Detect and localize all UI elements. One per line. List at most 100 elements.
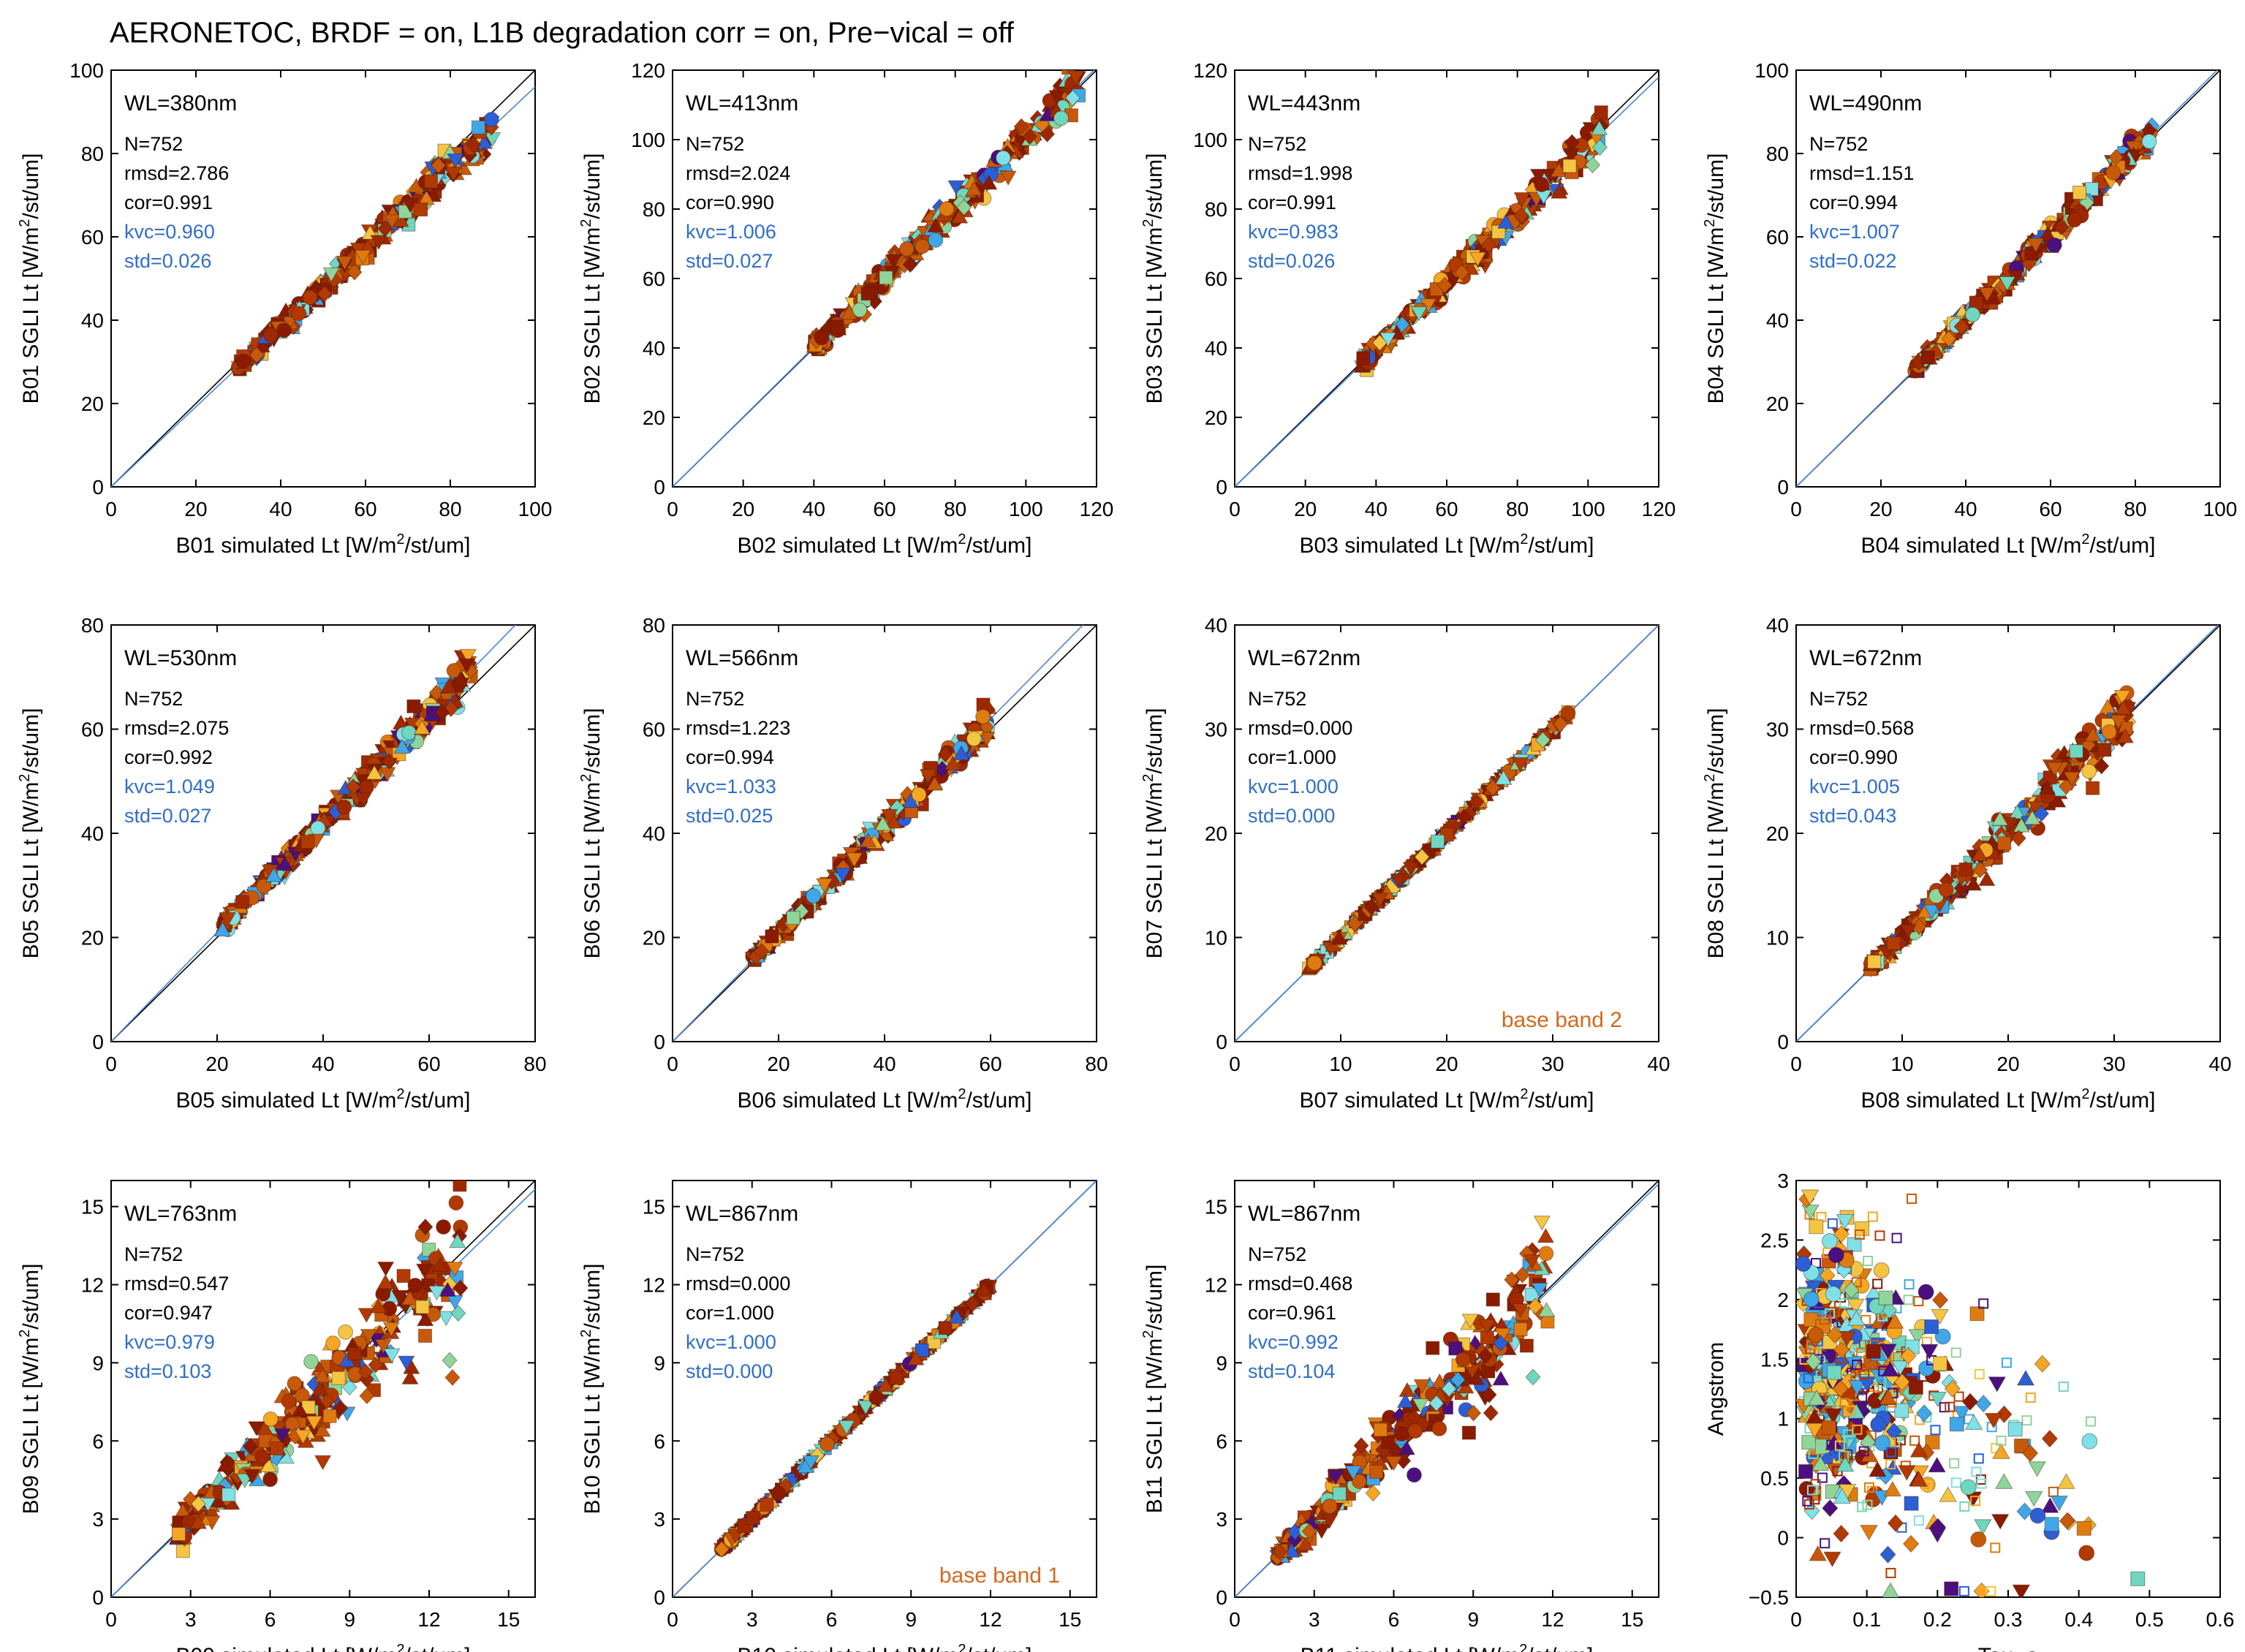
x-tick-label: 12 xyxy=(417,1608,440,1631)
data-point xyxy=(1958,862,1973,876)
data-point xyxy=(2023,809,2041,825)
x-tick-label: 0.1 xyxy=(1852,1608,1881,1631)
data-point xyxy=(401,1290,419,1306)
data-point xyxy=(2021,1444,2039,1463)
data-point xyxy=(964,1295,980,1313)
data-point xyxy=(2116,728,2134,743)
data-point xyxy=(444,1368,461,1386)
stat-kvc: kvc=1.005 xyxy=(1809,776,1900,797)
y-tick-label: 3 xyxy=(1216,1508,1227,1531)
data-point xyxy=(806,888,822,904)
data-point xyxy=(1887,1514,1904,1532)
wavelength-label: WL=867nm xyxy=(686,1202,798,1226)
data-point xyxy=(1909,1471,1928,1487)
data-point xyxy=(172,1527,186,1542)
stat-n: N=752 xyxy=(686,1243,744,1265)
data-point xyxy=(1481,1386,1497,1403)
x-tick-label: 40 xyxy=(1647,1053,1670,1075)
data-point xyxy=(1909,1441,1928,1458)
data-point xyxy=(262,1412,279,1427)
data-point xyxy=(1560,705,1576,721)
x-axis-label: B02 simulated Lt [W/m2/st/um] xyxy=(738,531,1032,558)
data-point xyxy=(1833,1524,1850,1543)
y-tick-label: 120 xyxy=(1193,59,1227,82)
plot-area xyxy=(111,70,535,487)
data-point xyxy=(2008,804,2026,819)
data-point xyxy=(453,1181,467,1192)
data-point xyxy=(325,1335,341,1351)
data-point xyxy=(1272,1543,1288,1561)
panel-b09: 0 3 6 9 12 15 0 3 6 9 12 15 B09 simulated Lt [W/m2/s… xyxy=(17,1180,536,1652)
x-axis-label: Tau−a xyxy=(1978,1644,2039,1652)
data-point xyxy=(2079,194,2095,211)
data-point xyxy=(1999,276,2016,292)
y-tick-label: 0 xyxy=(1777,476,1789,499)
data-point xyxy=(1833,1341,1850,1359)
data-point xyxy=(1531,1282,1548,1298)
data-point xyxy=(310,820,326,836)
data-point xyxy=(382,1322,400,1338)
panel-b10: 0 3 6 9 12 15 0 3 6 9 12 15 B10 simulated Lt [W/m2/s… xyxy=(578,1180,1097,1652)
data-point xyxy=(1513,1322,1528,1336)
data-point xyxy=(1332,1486,1347,1501)
data-point xyxy=(437,1311,455,1327)
data-point xyxy=(1885,1459,1896,1470)
data-point xyxy=(1878,1365,1889,1376)
data-point xyxy=(1974,1368,1985,1379)
data-point xyxy=(1806,1485,1817,1496)
data-point xyxy=(2078,1545,2095,1561)
data-point xyxy=(2057,1473,2075,1489)
plot-area xyxy=(111,1181,535,1597)
data-point xyxy=(1381,1435,1396,1450)
x-tick-label: 15 xyxy=(497,1608,520,1631)
data-point xyxy=(1961,1393,1979,1411)
plot-area xyxy=(1235,1181,1659,1597)
stat-cor: cor=0.992 xyxy=(124,746,213,768)
stat-kvc: kvc=0.992 xyxy=(1248,1331,1339,1353)
data-point xyxy=(1807,1327,1824,1343)
data-point xyxy=(1594,105,1608,120)
stat-std: std=0.027 xyxy=(686,250,773,272)
data-point xyxy=(1847,1310,1866,1326)
data-point xyxy=(1527,1297,1543,1315)
data-point xyxy=(1353,1437,1369,1455)
x-tick-label: 20 xyxy=(184,498,207,520)
stat-std: std=0.043 xyxy=(1809,805,1896,827)
data-point xyxy=(1859,1369,1870,1380)
y-axis-label: B08 SGLI Lt [W/m2/st/um] xyxy=(1702,708,1728,959)
data-point xyxy=(1953,1406,1971,1422)
data-point xyxy=(1322,1498,1338,1514)
data-point xyxy=(1834,1440,1845,1451)
data-point xyxy=(336,799,352,815)
y-tick-label: 0.5 xyxy=(1760,1467,1789,1490)
data-point xyxy=(311,1381,328,1396)
data-point xyxy=(1477,1347,1493,1365)
data-point xyxy=(1965,306,1980,322)
data-point xyxy=(453,1279,469,1297)
data-point xyxy=(1959,1501,1970,1512)
data-point xyxy=(1504,1271,1520,1289)
data-point xyxy=(1944,1581,1959,1596)
data-point xyxy=(1867,1211,1878,1222)
data-point xyxy=(1839,1398,1850,1409)
x-tick-label: 80 xyxy=(2124,498,2146,520)
data-point xyxy=(1978,1298,1989,1309)
y-tick-label: 0 xyxy=(1216,1586,1227,1609)
data-point xyxy=(260,1457,277,1473)
data-point xyxy=(1553,715,1569,732)
data-point xyxy=(2021,1415,2032,1426)
plot-area xyxy=(111,625,535,1042)
data-point xyxy=(1917,1284,1934,1300)
data-point xyxy=(317,285,333,303)
data-point xyxy=(2044,1517,2059,1532)
data-point xyxy=(915,238,930,254)
data-point xyxy=(840,304,858,320)
plot-area xyxy=(1235,70,1659,487)
data-point xyxy=(944,755,961,770)
data-point xyxy=(2113,689,2131,705)
data-point xyxy=(1402,862,1420,877)
data-point xyxy=(2038,779,2056,795)
x-tick-label: 60 xyxy=(354,498,376,520)
y-tick-label: 40 xyxy=(1205,614,1227,637)
